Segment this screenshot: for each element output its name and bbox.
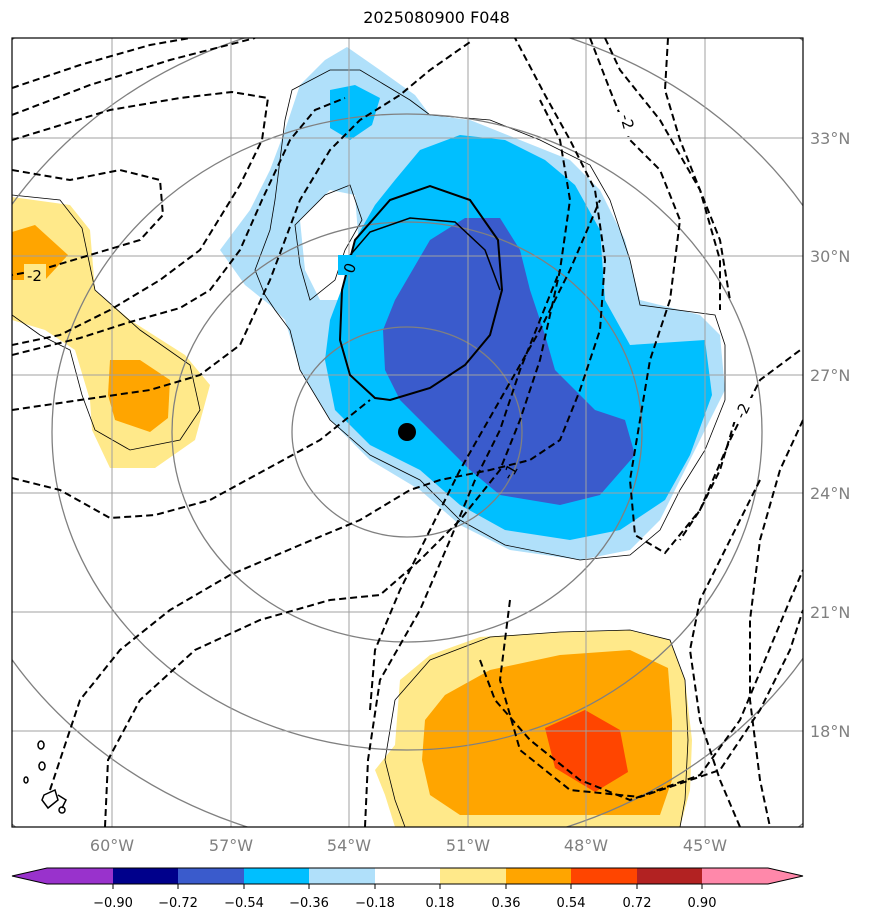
- colorbar-label: 0.90: [688, 896, 717, 911]
- colorbar-swatch: [47, 868, 113, 884]
- contour-label: -2: [731, 400, 754, 421]
- lon-label: 48°W: [564, 836, 608, 855]
- colorbar-swatch: [113, 868, 178, 884]
- gridlines: [12, 38, 803, 827]
- shading-blue: [330, 85, 380, 140]
- colorbar-label: −0.18: [355, 896, 395, 911]
- contour-label: -2: [616, 112, 637, 131]
- lat-label: 30°N: [810, 247, 850, 266]
- lon-label: 54°W: [327, 836, 371, 855]
- colorbar-swatch: [506, 868, 571, 884]
- dashed-contours: [12, 38, 803, 827]
- colorbar-label: 0.18: [426, 896, 455, 911]
- lat-label: 18°N: [810, 722, 850, 741]
- contour-label: -2: [27, 267, 42, 285]
- colorbar-label: 0.54: [557, 896, 586, 911]
- colorbar-swatch: [571, 868, 637, 884]
- colorbar-label: −0.72: [158, 896, 198, 911]
- colorbar-swatch: [440, 868, 506, 884]
- colorbar-label: 0.36: [492, 896, 521, 911]
- colorbar-swatch: [702, 868, 768, 884]
- colorbar-extend-low: [12, 868, 47, 884]
- colorbar-label: −0.54: [224, 896, 264, 911]
- lat-label: 33°N: [810, 129, 850, 148]
- colorbar-swatch: [637, 868, 702, 884]
- map-frame: [11, 37, 804, 828]
- storm-center-marker: [398, 423, 416, 441]
- colorbar-label: −0.90: [93, 896, 133, 911]
- lat-label: 21°N: [810, 603, 850, 622]
- zero-contour: [338, 184, 504, 402]
- lat-label: 24°N: [810, 484, 850, 503]
- shading-dark-blue: [383, 218, 635, 505]
- colorbar: −0.90 −0.72 −0.54 −0.36 −0.18 0.18 0.36 …: [11, 867, 804, 911]
- islands: [23, 740, 67, 814]
- colorbar-swatch: [309, 868, 375, 884]
- chart-title: 2025080900 F048: [363, 8, 510, 27]
- colorbar-label: −0.36: [289, 896, 329, 911]
- lat-label: 27°N: [810, 366, 850, 385]
- lon-label: 57°W: [209, 836, 253, 855]
- lon-label: 45°W: [683, 836, 727, 855]
- colorbar-label: 0.72: [623, 896, 652, 911]
- lon-label: 51°W: [446, 836, 490, 855]
- colorbar-swatch: [178, 868, 244, 884]
- colorbar-extend-high: [768, 868, 803, 884]
- lon-label: 60°W: [90, 836, 134, 855]
- colorbar-swatch: [375, 868, 440, 884]
- colorbar-swatch: [244, 868, 309, 884]
